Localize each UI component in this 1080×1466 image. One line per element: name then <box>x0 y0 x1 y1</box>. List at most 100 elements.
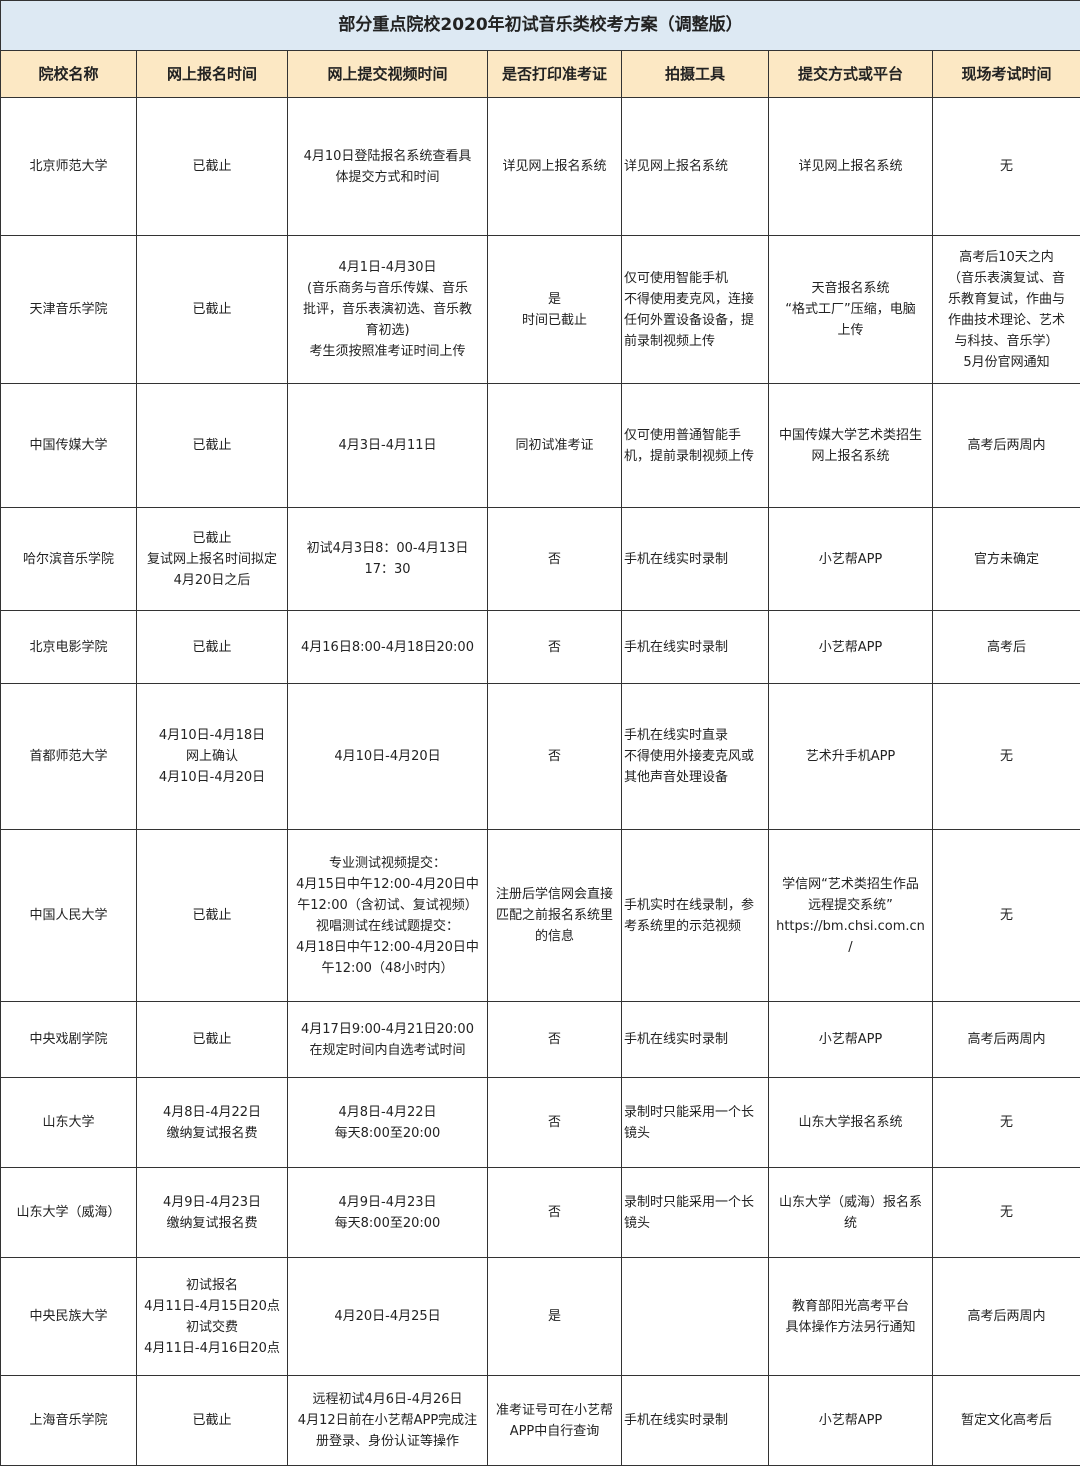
table-cell: 4月10日登陆报名系统查看具 体提交方式和时间 <box>288 98 488 236</box>
table-cell: 手机在线实时录制 <box>622 1002 769 1078</box>
table-cell: 无 <box>933 830 1080 1002</box>
table-cell: 专业测试视频提交： 4月15日中午12:00-4月20日中 午12:00（含初试… <box>288 830 488 1002</box>
table-cell: 初试4月3日8：00-4月13日 17：30 <box>288 508 488 611</box>
table-cell: 4月10日-4月20日 <box>288 684 488 830</box>
table-cell: 山东大学（威海） <box>1 1168 137 1258</box>
table-cell: 已截止 <box>137 98 288 236</box>
column-header: 是否打印准考证 <box>488 51 622 98</box>
table-cell: 详见网上报名系统 <box>622 98 769 236</box>
table-cell: 仅可使用普通智能手 机，提前录制视频上传 <box>622 384 769 508</box>
table-cell: 哈尔滨音乐学院 <box>1 508 137 611</box>
table-row: 上海音乐学院已截止远程初试4月6日-4月26日 4月12日前在小艺帮APP完成注… <box>1 1376 1080 1466</box>
table-cell: 4月8日-4月22日 缴纳复试报名费 <box>137 1078 288 1168</box>
table-cell: 山东大学报名系统 <box>769 1078 933 1168</box>
table-cell: 远程初试4月6日-4月26日 4月12日前在小艺帮APP完成注 册登录、身份认证… <box>288 1376 488 1466</box>
table-cell: 中国传媒大学 <box>1 384 137 508</box>
table-cell: 录制时只能采用一个长 镜头 <box>622 1078 769 1168</box>
table-cell: 4月16日8:00-4月18日20:00 <box>288 611 488 684</box>
table-cell: 手机在线实时录制 <box>622 508 769 611</box>
table-cell: 小艺帮APP <box>769 1002 933 1078</box>
table-cell: 无 <box>933 1078 1080 1168</box>
table-cell: 详见网上报名系统 <box>488 98 622 236</box>
table-cell: 手机在线实时录制 <box>622 1376 769 1466</box>
table-cell: 已截止 <box>137 830 288 1002</box>
table-cell: 高考后两周内 <box>933 1258 1080 1376</box>
table-cell: 高考后两周内 <box>933 384 1080 508</box>
table-cell: 是 时间已截止 <box>488 236 622 384</box>
table-cell: 已截止 <box>137 384 288 508</box>
column-header: 现场考试时间 <box>933 51 1080 98</box>
table-cell <box>622 1258 769 1376</box>
column-header: 拍摄工具 <box>622 51 769 98</box>
table-cell: 详见网上报名系统 <box>769 98 933 236</box>
table-cell: 初试报名 4月11日-4月15日20点 初试交费 4月11日-4月16日20点 <box>137 1258 288 1376</box>
table-row: 哈尔滨音乐学院已截止 复试网上报名时间拟定 4月20日之后初试4月3日8：00-… <box>1 508 1080 611</box>
table-cell: 首都师范大学 <box>1 684 137 830</box>
table-cell: 手机实时在线录制，参 考系统里的示范视频 <box>622 830 769 1002</box>
table-cell: 准考证号可在小艺帮 APP中自行查询 <box>488 1376 622 1466</box>
table-cell: 已截止 复试网上报名时间拟定 4月20日之后 <box>137 508 288 611</box>
table-cell: 4月20日-4月25日 <box>288 1258 488 1376</box>
table-cell: 中央民族大学 <box>1 1258 137 1376</box>
table-cell: 否 <box>488 611 622 684</box>
table-cell: 同初试准考证 <box>488 384 622 508</box>
table-cell: 小艺帮APP <box>769 611 933 684</box>
table-cell: 录制时只能采用一个长 镜头 <box>622 1168 769 1258</box>
table-cell: 上海音乐学院 <box>1 1376 137 1466</box>
table-cell: 已截止 <box>137 1376 288 1466</box>
table-cell: 官方未确定 <box>933 508 1080 611</box>
table-cell: 天音报名系统 “格式工厂”压缩，电脑 上传 <box>769 236 933 384</box>
table-cell: 小艺帮APP <box>769 508 933 611</box>
table-cell: 教育部阳光高考平台 具体操作方法另行通知 <box>769 1258 933 1376</box>
table-cell: 是 <box>488 1258 622 1376</box>
table-cell: 中国传媒大学艺术类招生 网上报名系统 <box>769 384 933 508</box>
table-cell: 天津音乐学院 <box>1 236 137 384</box>
table-cell: 4月9日-4月23日 每天8:00至20:00 <box>288 1168 488 1258</box>
header-row: 院校名称网上报名时间网上提交视频时间是否打印准考证拍摄工具提交方式或平台现场考试… <box>1 51 1080 98</box>
table-cell: 小艺帮APP <box>769 1376 933 1466</box>
table-cell: 4月1日-4月30日 (音乐商务与音乐传媒、音乐 批评，音乐表演初选、音乐教 育… <box>288 236 488 384</box>
table-cell: 暂定文化高考后 <box>933 1376 1080 1466</box>
table-cell: 高考后两周内 <box>933 1002 1080 1078</box>
table-cell: 山东大学 <box>1 1078 137 1168</box>
column-header: 网上报名时间 <box>137 51 288 98</box>
table-cell: 注册后学信网会直接 匹配之前报名系统里 的信息 <box>488 830 622 1002</box>
table-cell: 4月10日-4月18日 网上确认 4月10日-4月20日 <box>137 684 288 830</box>
table-cell: 4月9日-4月23日 缴纳复试报名费 <box>137 1168 288 1258</box>
column-header: 网上提交视频时间 <box>288 51 488 98</box>
table-cell: 已截止 <box>137 236 288 384</box>
table-row: 中国人民大学已截止专业测试视频提交： 4月15日中午12:00-4月20日中 午… <box>1 830 1080 1002</box>
table-cell: 无 <box>933 1168 1080 1258</box>
column-header: 院校名称 <box>1 51 137 98</box>
table-cell: 4月17日9:00-4月21日20:00 在规定时间内自选考试时间 <box>288 1002 488 1078</box>
table-row: 中央民族大学初试报名 4月11日-4月15日20点 初试交费 4月11日-4月1… <box>1 1258 1080 1376</box>
table-cell: 中央戏剧学院 <box>1 1002 137 1078</box>
table-cell: 仅可使用智能手机 不得使用麦克风，连接 任何外置设备设备，提 前录制视频上传 <box>622 236 769 384</box>
table-cell: 学信网“艺术类招生作品 远程提交系统” https://bm.chsi.com.… <box>769 830 933 1002</box>
table-cell: 无 <box>933 98 1080 236</box>
table-title: 部分重点院校2020年初试音乐类校考方案（调整版） <box>1 1 1080 51</box>
table-cell: 已截止 <box>137 1002 288 1078</box>
table-cell: 4月3日-4月11日 <box>288 384 488 508</box>
table-cell: 否 <box>488 508 622 611</box>
table-cell: 否 <box>488 1078 622 1168</box>
table-cell: 无 <box>933 684 1080 830</box>
table-cell: 手机在线实时录制 <box>622 611 769 684</box>
column-header: 提交方式或平台 <box>769 51 933 98</box>
table-cell: 否 <box>488 1168 622 1258</box>
table-cell: 手机在线实时直录 不得使用外接麦克风或 其他声音处理设备 <box>622 684 769 830</box>
table-cell: 北京电影学院 <box>1 611 137 684</box>
table-cell: 4月8日-4月22日 每天8:00至20:00 <box>288 1078 488 1168</box>
table-cell: 已截止 <box>137 611 288 684</box>
table-cell: 艺术升手机APP <box>769 684 933 830</box>
table-cell: 高考后10天之内 （音乐表演复试、音 乐教育复试，作曲与 作曲技术理论、艺术 与… <box>933 236 1080 384</box>
